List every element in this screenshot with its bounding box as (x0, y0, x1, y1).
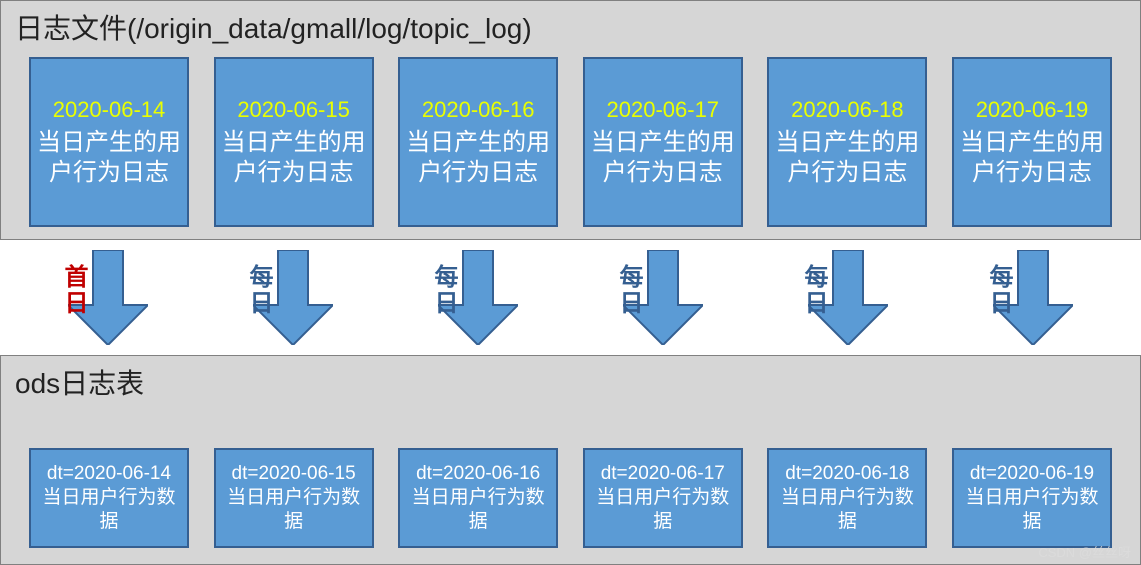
log-date: 2020-06-18 (791, 96, 904, 124)
top-row: 2020-06-14 当日产生的用户行为日志 2020-06-15 当日产生的用户行… (1, 47, 1140, 227)
ods-box: dt=2020-06-14当日用户行为数据 (29, 448, 189, 548)
log-desc: 当日产生的用户行为日志 (775, 128, 919, 188)
arrow-label-daily: 每日 (426, 264, 461, 316)
log-date: 2020-06-14 (53, 96, 166, 124)
ods-dt: dt=2020-06-15 (232, 462, 356, 486)
ods-dt: dt=2020-06-17 (601, 462, 725, 486)
bottom-section: ods日志表 dt=2020-06-14当日用户行为数据 dt=2020-06-… (0, 355, 1141, 565)
ods-desc: 当日用户行为数据 (35, 486, 183, 534)
log-desc: 当日产生的用户行为日志 (222, 128, 366, 188)
log-box: 2020-06-14 当日产生的用户行为日志 (29, 57, 189, 227)
arrow-col: 每日 (398, 250, 558, 345)
ods-box: dt=2020-06-16当日用户行为数据 (398, 448, 558, 548)
log-date: 2020-06-15 (237, 96, 350, 124)
bottom-row: dt=2020-06-14当日用户行为数据 dt=2020-06-15当日用户行… (1, 402, 1140, 548)
arrow-label-daily: 每日 (241, 264, 276, 316)
log-box: 2020-06-15 当日产生的用户行为日志 (214, 57, 374, 227)
log-desc: 当日产生的用户行为日志 (406, 128, 550, 188)
ods-desc: 当日用户行为数据 (958, 486, 1106, 534)
log-box: 2020-06-19 当日产生的用户行为日志 (952, 57, 1112, 227)
ods-desc: 当日用户行为数据 (589, 486, 737, 534)
ods-dt: dt=2020-06-16 (416, 462, 540, 486)
log-desc: 当日产生的用户行为日志 (37, 128, 181, 188)
arrow-col: 每日 (213, 250, 373, 345)
watermark-text: CSDN @丝丝呀 (1038, 542, 1131, 561)
bottom-section-title: ods日志表 (1, 356, 1140, 402)
arrow-label-first: 首日 (56, 264, 91, 316)
arrow-label-daily: 每日 (796, 264, 831, 316)
log-desc: 当日产生的用户行为日志 (591, 128, 735, 188)
ods-dt: dt=2020-06-19 (970, 462, 1094, 486)
ods-dt: dt=2020-06-18 (785, 462, 909, 486)
log-box: 2020-06-16 当日产生的用户行为日志 (398, 57, 558, 227)
ods-desc: 当日用户行为数据 (220, 486, 368, 534)
arrow-col: 每日 (768, 250, 928, 345)
arrow-col: 首日 (28, 250, 188, 345)
ods-desc: 当日用户行为数据 (404, 486, 552, 534)
top-section: 日志文件(/origin_data/gmall/log/topic_log) 2… (0, 0, 1141, 240)
arrow-label-daily: 每日 (611, 264, 646, 316)
ods-dt: dt=2020-06-14 (47, 462, 171, 486)
top-section-title: 日志文件(/origin_data/gmall/log/topic_log) (1, 1, 1140, 47)
arrow-col: 每日 (583, 250, 743, 345)
log-date: 2020-06-19 (976, 96, 1089, 124)
ods-desc: 当日用户行为数据 (773, 486, 921, 534)
ods-box: dt=2020-06-15当日用户行为数据 (214, 448, 374, 548)
arrow-col: 每日 (953, 250, 1113, 345)
ods-box: dt=2020-06-19当日用户行为数据 (952, 448, 1112, 548)
arrow-label-daily: 每日 (981, 264, 1016, 316)
log-box: 2020-06-17 当日产生的用户行为日志 (583, 57, 743, 227)
log-box: 2020-06-18 当日产生的用户行为日志 (767, 57, 927, 227)
ods-box: dt=2020-06-17当日用户行为数据 (583, 448, 743, 548)
log-desc: 当日产生的用户行为日志 (960, 128, 1104, 188)
ods-box: dt=2020-06-18当日用户行为数据 (767, 448, 927, 548)
log-date: 2020-06-16 (422, 96, 535, 124)
log-date: 2020-06-17 (607, 96, 720, 124)
arrow-row: 首日 每日 每日 每日 每日 每日 (0, 250, 1141, 345)
